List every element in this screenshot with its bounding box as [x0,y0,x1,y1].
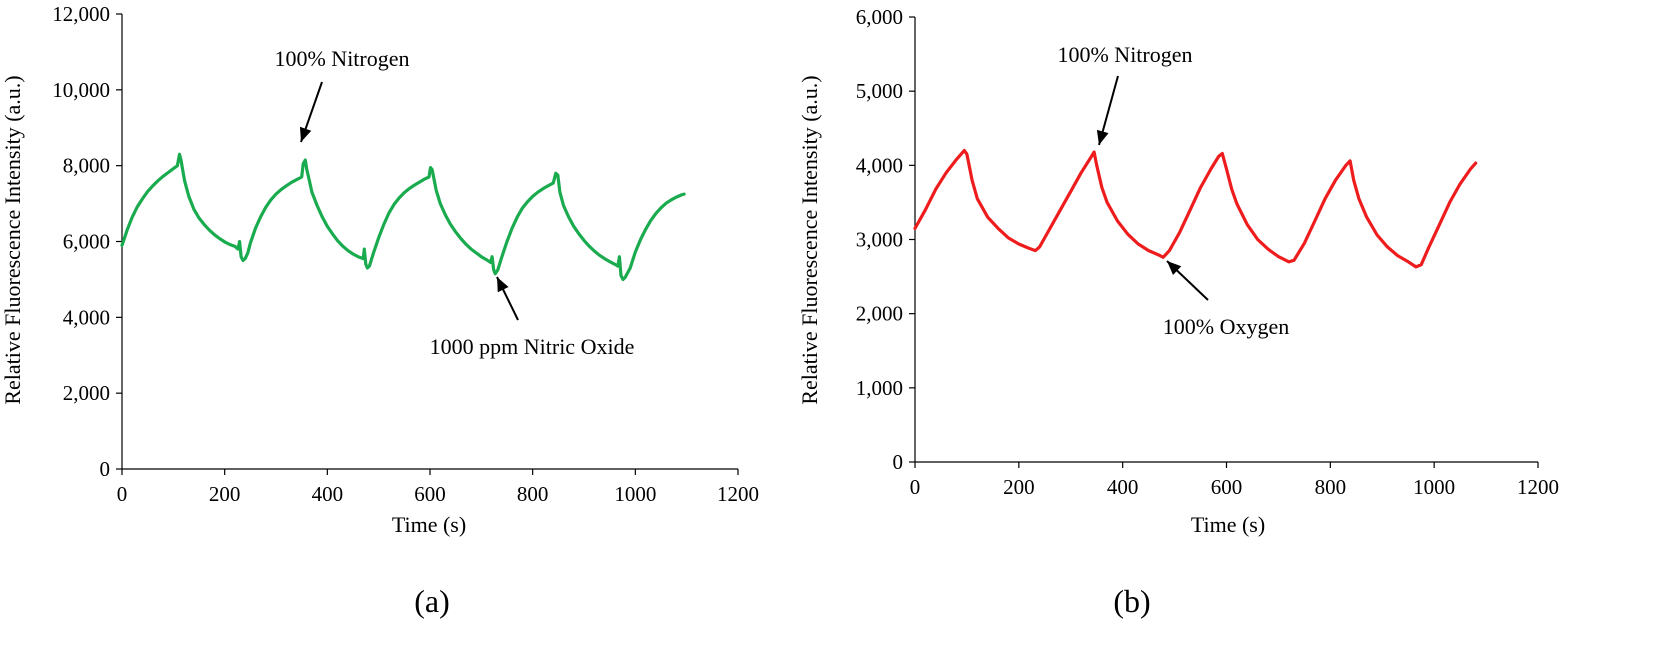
annotation-arrowhead [1096,129,1109,145]
y-tick-label: 0 [893,450,904,474]
y-tick-label: 12,000 [52,2,110,26]
x-tick-label: 400 [1107,475,1139,499]
y-tick-label: 4,000 [856,153,903,177]
x-axis-title-b: Time (s) [1191,512,1265,537]
x-tick-label: 1200 [717,482,759,506]
annotation-arrowhead [1167,261,1182,275]
panel-caption-b: (b) [1113,583,1150,619]
panel-caption-a: (a) [414,583,450,619]
x-tick-label: 1000 [1413,475,1455,499]
y-tick-label: 6,000 [856,5,903,29]
x-tick-label: 0 [117,482,128,506]
y-axis-title-a: Relative Fluorescence Intensity (a.u.) [0,75,25,404]
y-tick-label: 2,000 [63,381,110,405]
y-tick-label: 1,000 [856,376,903,400]
y-tick-label: 6,000 [63,230,110,254]
annotation-label: 100% Oxygen [1163,314,1289,339]
y-tick-label: 2,000 [856,302,903,326]
x-tick-label: 800 [517,482,549,506]
chart-panel-a: Relative Fluorescence Intensity (a.u.) T… [0,2,759,619]
annotation-label: 100% Nitrogen [274,46,409,71]
x-tick-label: 400 [312,482,344,506]
x-tick-label: 600 [1211,475,1243,499]
x-tick-label: 1200 [1517,475,1559,499]
plot-area-b: 0 1,000 2,000 3,000 4,000 5,000 6,000 0 200 400 60… [856,5,1559,499]
y-tick-label: 8,000 [63,154,110,178]
series-line-a [120,152,686,281]
x-tick-label: 800 [1315,475,1347,499]
annotation-arrowhead [497,277,509,293]
y-axis-title-b: Relative Fluorescence Intensity (a.u.) [797,75,822,404]
annotation-label: 100% Nitrogen [1057,42,1192,67]
y-tick-label: 0 [100,457,111,481]
x-tick-label: 1000 [614,482,656,506]
y-tick-label: 4,000 [63,305,110,329]
x-tick-label: 200 [1003,475,1035,499]
x-tick-label: 0 [910,475,921,499]
y-tick-label: 5,000 [856,79,903,103]
y-tick-label: 3,000 [856,228,903,252]
x-tick-label: 200 [209,482,241,506]
annotation-label: 1000 ppm Nitric Oxide [430,334,635,359]
chart-panel-b: Relative Fluorescence Intensity (a.u.) T… [797,5,1559,619]
series-line-b [913,148,1478,269]
annotation-arrowhead [299,126,312,142]
x-axis-title-a: Time (s) [392,512,466,537]
y-tick-label: 10,000 [52,78,110,102]
x-tick-label: 600 [414,482,446,506]
plot-area-a: 0 2,000 4,000 6,000 8,000 10,000 12,000 0 200 400… [52,2,759,506]
